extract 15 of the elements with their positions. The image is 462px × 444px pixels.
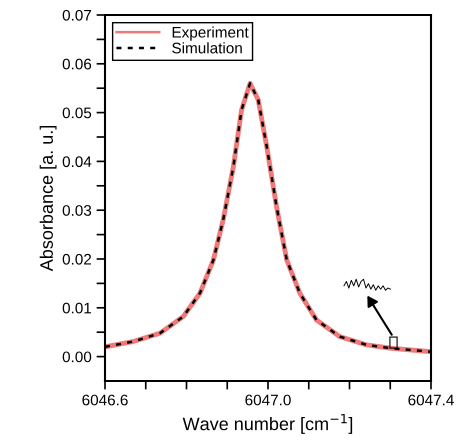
y-tick-label: 0.05	[62, 107, 92, 118]
y-tick-label: 0.03	[62, 205, 92, 216]
y-tick-label: 0.00	[62, 351, 92, 362]
legend-label: Experiment	[172, 26, 249, 41]
x-axis-title: Wave number [cm$^{−1}$]	[182, 414, 352, 434]
y-axis-title: Absorbance [a. u.]	[40, 126, 57, 272]
y-tick-label: 0.07	[62, 10, 92, 21]
x-tick-label: 6047.0	[245, 394, 291, 406]
x-tick-label: 6046.6	[82, 394, 128, 406]
y-tick-label: 0.04	[62, 156, 92, 168]
y-tick-label: 0.01	[62, 302, 92, 314]
legend-label: Simulation	[172, 42, 242, 54]
y-tick-label: 0.02	[62, 254, 92, 265]
x-tick-label: 6047.4	[408, 394, 454, 406]
y-tick-label: 0.06	[62, 58, 92, 70]
